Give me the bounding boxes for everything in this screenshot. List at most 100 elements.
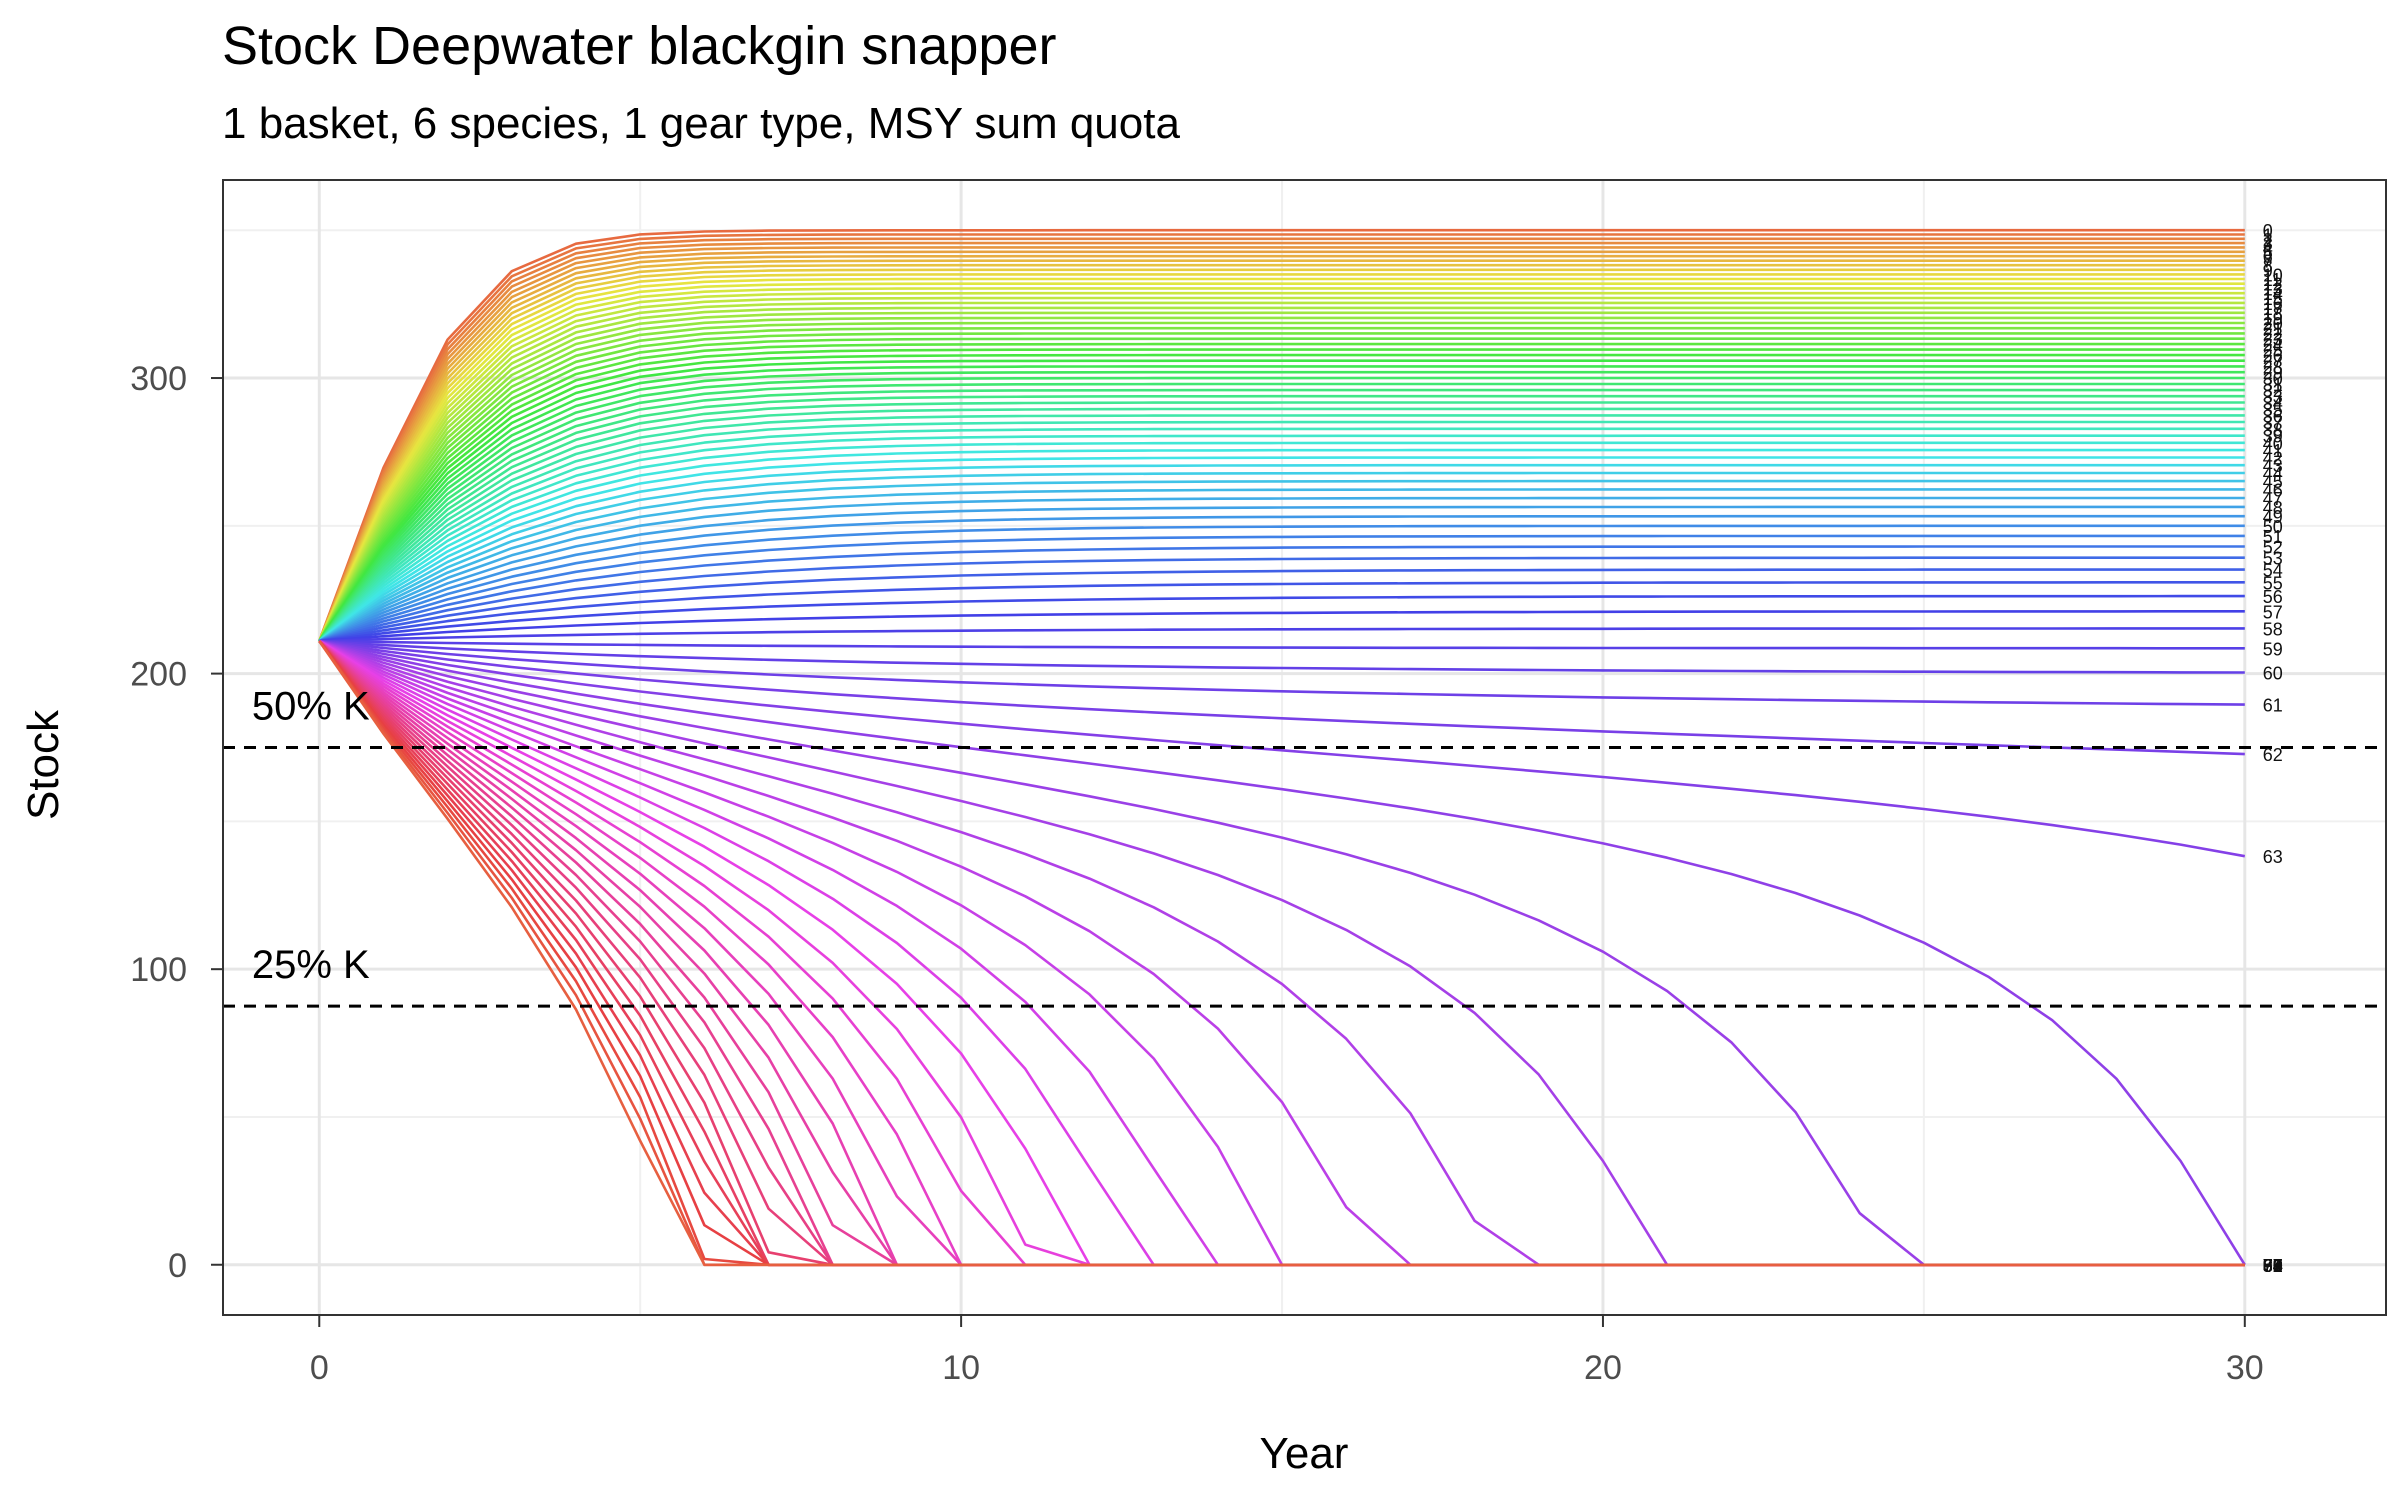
series-end-label: 6	[2263, 247, 2273, 267]
series-line	[318, 370, 2245, 642]
series-end-label: 81	[2263, 1256, 2283, 1276]
series-line	[318, 263, 2245, 642]
series-end-label: 87	[2263, 1256, 2283, 1276]
series-end-label: 17	[2263, 299, 2283, 319]
series-line	[318, 254, 2245, 642]
series-line	[318, 420, 2245, 643]
series-line	[318, 414, 2245, 642]
series-line	[318, 332, 2245, 642]
series-line	[318, 640, 2245, 1267]
series-end-label: 52	[2263, 537, 2283, 557]
series-line	[318, 306, 2245, 642]
series-end-label: 3	[2263, 234, 2273, 254]
series-end-label: 56	[2263, 587, 2283, 607]
series-line	[319, 627, 2245, 643]
series-end-label: 62	[2263, 745, 2283, 765]
series-end-label: 58	[2263, 619, 2283, 639]
series-end-label: 66	[2263, 1256, 2283, 1276]
series-end-label: 14	[2263, 284, 2283, 304]
series-end-label: 16	[2263, 294, 2283, 314]
series-line	[318, 233, 2245, 642]
series-line	[318, 296, 2245, 642]
series-end-label: 82	[2263, 1256, 2283, 1276]
series-line	[318, 488, 2245, 643]
series-line	[318, 316, 2245, 642]
series-end-label: 8	[2263, 256, 2273, 276]
series-end-label: 64	[2263, 1256, 2283, 1276]
series-end-label: 4	[2263, 238, 2273, 258]
x-tick-label: 0	[310, 1349, 329, 1387]
series-end-label: 25	[2263, 341, 2283, 361]
series-end-label: 12	[2263, 275, 2283, 295]
series-end-label: 49	[2263, 507, 2283, 527]
series-line	[319, 639, 2245, 674]
series-end-label: 15	[2263, 289, 2283, 309]
series-line	[319, 594, 2245, 643]
series-end-label: 43	[2263, 456, 2283, 476]
y-tick-label: 0	[168, 1247, 187, 1285]
series-end-label: 20	[2263, 314, 2283, 334]
series-end-label: 22	[2263, 324, 2283, 344]
series-line	[318, 407, 2245, 642]
series-end-label: 10	[2263, 265, 2283, 285]
series-line	[318, 282, 2245, 642]
series-end-label: 18	[2263, 304, 2283, 324]
series-end-label: 63	[2263, 847, 2283, 867]
x-tick-label: 30	[2226, 1349, 2264, 1387]
series-line	[318, 241, 2245, 642]
series-end-label: 89	[2263, 1256, 2283, 1276]
series-end-label: 69	[2263, 1256, 2283, 1276]
series-line	[318, 277, 2245, 642]
series-end-label: 75	[2263, 1256, 2283, 1276]
series-end-label: 13	[2263, 279, 2283, 299]
series-end-label: 60	[2263, 663, 2283, 683]
series-end-label: 28	[2263, 357, 2283, 377]
series-line	[318, 365, 2245, 642]
series-line	[318, 505, 2245, 643]
y-tick-label: 200	[130, 656, 187, 694]
series-end-label: 24	[2263, 335, 2283, 355]
series-line	[318, 496, 2245, 643]
series-line	[318, 321, 2245, 642]
series-end-label: 41	[2263, 441, 2283, 461]
series-end-label: 45	[2263, 472, 2283, 492]
series-end-label: 29	[2263, 363, 2283, 383]
series-line	[318, 514, 2245, 643]
series-line	[318, 376, 2245, 642]
series-line	[318, 463, 2245, 643]
series-line	[318, 456, 2245, 643]
series-line	[318, 471, 2245, 643]
chart-title: Stock Deepwater blackgin snapper	[222, 16, 1056, 76]
series-end-label: 46	[2263, 480, 2283, 500]
series-line	[318, 228, 2245, 642]
series-line	[318, 359, 2245, 642]
series-end-label: 33	[2263, 387, 2283, 407]
series-end-label: 38	[2263, 420, 2283, 440]
series-end-label: 79	[2263, 1256, 2283, 1276]
series-line	[318, 545, 2245, 643]
series-line	[318, 246, 2245, 642]
series-line	[318, 639, 2246, 1266]
series-end-label: 5	[2263, 243, 2273, 263]
series-end-label: 1	[2263, 225, 2273, 245]
series-end-label: 55	[2263, 573, 2283, 593]
series-line	[319, 610, 2245, 643]
series-end-label: 76	[2263, 1256, 2283, 1276]
series-end-label: 73	[2263, 1256, 2283, 1276]
series-line	[318, 434, 2245, 643]
series-line	[319, 639, 2245, 756]
series-line	[319, 639, 2245, 706]
series-line	[318, 342, 2245, 642]
series-end-label: 53	[2263, 549, 2283, 569]
series-end-labels: 0123456789101112131415161718192021222324…	[2263, 221, 2283, 1276]
series-line	[318, 448, 2245, 643]
series-end-label: 48	[2263, 498, 2283, 518]
series-line	[318, 348, 2245, 642]
series-line	[318, 287, 2245, 642]
series-end-label: 35	[2263, 400, 2283, 420]
series-end-label: 42	[2263, 449, 2283, 469]
series-end-label: 36	[2263, 406, 2283, 426]
x-tick-label: 20	[1584, 1349, 1622, 1387]
